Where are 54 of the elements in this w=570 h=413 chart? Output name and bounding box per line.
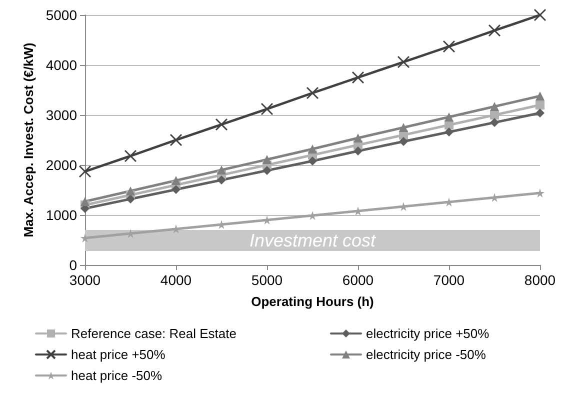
point — [536, 188, 544, 198]
point — [262, 155, 272, 164]
x-axis-title: Operating Hours (h) — [251, 294, 374, 309]
point — [260, 102, 274, 116]
x-tick-label: 6000 — [342, 272, 374, 288]
legend-label: electricity price +50% — [366, 326, 490, 341]
legend-label: heat price -50% — [71, 368, 162, 383]
point — [352, 71, 364, 84]
point — [308, 156, 317, 166]
point — [170, 134, 182, 146]
x-tick-label: 5000 — [251, 272, 283, 288]
x-tick-label: 3000 — [69, 272, 101, 288]
point — [217, 176, 226, 184]
point — [308, 144, 317, 154]
point — [262, 166, 272, 175]
point — [172, 176, 180, 185]
point — [215, 118, 228, 131]
point — [217, 166, 226, 174]
y-tick-label: 1000 — [46, 207, 78, 223]
point — [126, 194, 135, 204]
point — [490, 102, 499, 111]
point — [536, 92, 544, 100]
legend-label: heat price +50% — [71, 347, 166, 362]
y-tick-label: 2000 — [46, 157, 78, 173]
point — [490, 118, 499, 127]
point — [80, 197, 90, 206]
y-tick-label: 3000 — [46, 107, 78, 123]
x-tick-label: 8000 — [524, 272, 556, 288]
y-tick-label: 0 — [69, 257, 78, 273]
x-tick-label: 7000 — [433, 272, 465, 288]
point — [490, 110, 499, 120]
y-tick-label: 4000 — [46, 57, 78, 73]
y-axis-title: Max. Accep. Invest. Cost (€/kW) — [20, 42, 36, 238]
point — [354, 134, 362, 142]
point — [534, 8, 546, 22]
point — [78, 165, 92, 178]
point — [399, 137, 408, 146]
point — [442, 40, 456, 53]
point — [444, 128, 454, 136]
legend-label: electricity price -50% — [366, 347, 486, 362]
point — [126, 186, 135, 196]
point — [399, 123, 408, 132]
point — [306, 86, 319, 100]
point — [536, 100, 544, 110]
point — [536, 108, 544, 118]
point — [397, 56, 410, 68]
point — [444, 112, 454, 122]
x-tick-label: 4000 — [160, 272, 192, 288]
point — [172, 185, 180, 194]
point — [354, 146, 362, 156]
point — [488, 24, 501, 37]
y-tick-label: 5000 — [46, 7, 78, 23]
legend-label: Reference case: Real Estate — [71, 326, 236, 341]
point — [124, 150, 137, 162]
